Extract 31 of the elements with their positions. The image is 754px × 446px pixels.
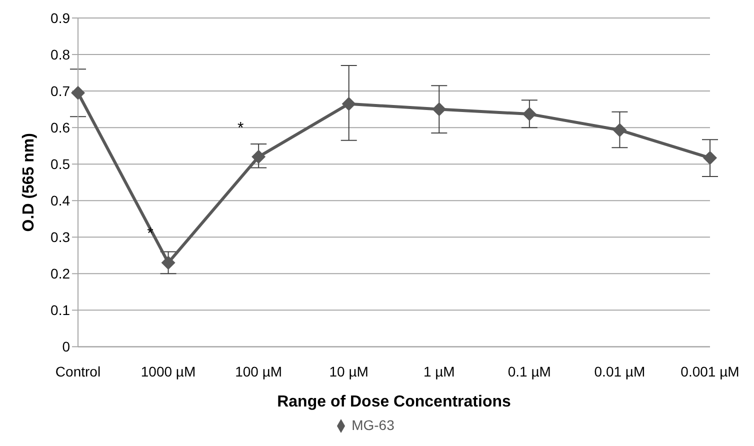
y-tick-label: 0.6 [50,120,70,136]
point [71,86,85,100]
y-tick-label: 0.7 [50,83,70,100]
x-tick-label: 1 µM [423,364,455,380]
point [703,150,717,165]
y-tick-label: 0.3 [50,229,70,246]
point [612,123,627,138]
y-tick-label: 0.1 [50,302,70,318]
point [161,256,176,270]
annotation: * [237,120,244,137]
y-tick-label: 0.8 [50,46,70,62]
point [522,107,536,122]
x-tick-label: 100 µM [235,364,282,380]
x-tick-label: 0.01 µM [594,364,646,380]
x-tick-label: 1000 µM [140,364,196,380]
y-tick-label: 0.2 [50,266,70,282]
y-tick-label: 0.9 [50,10,70,26]
x-tick-label: 0.001 µM [680,364,740,380]
y-axis-title: O.D (565 nm) [20,133,38,232]
point [252,150,266,164]
x-tick-label: 10 µM [329,364,368,380]
point [342,96,356,111]
point [432,102,446,116]
legend-label: MG-63 [352,416,394,433]
y-tick-label: 0.5 [50,156,70,172]
x-axis-title: Range of Dose Concentrations [277,394,511,411]
y-tick-label: 0.4 [50,192,70,209]
x-tick-label: 0.1 µM [508,364,551,380]
x-tick-label: Control [55,364,101,380]
annotation: * [147,226,154,243]
y-tick-label: 0 [62,338,70,355]
